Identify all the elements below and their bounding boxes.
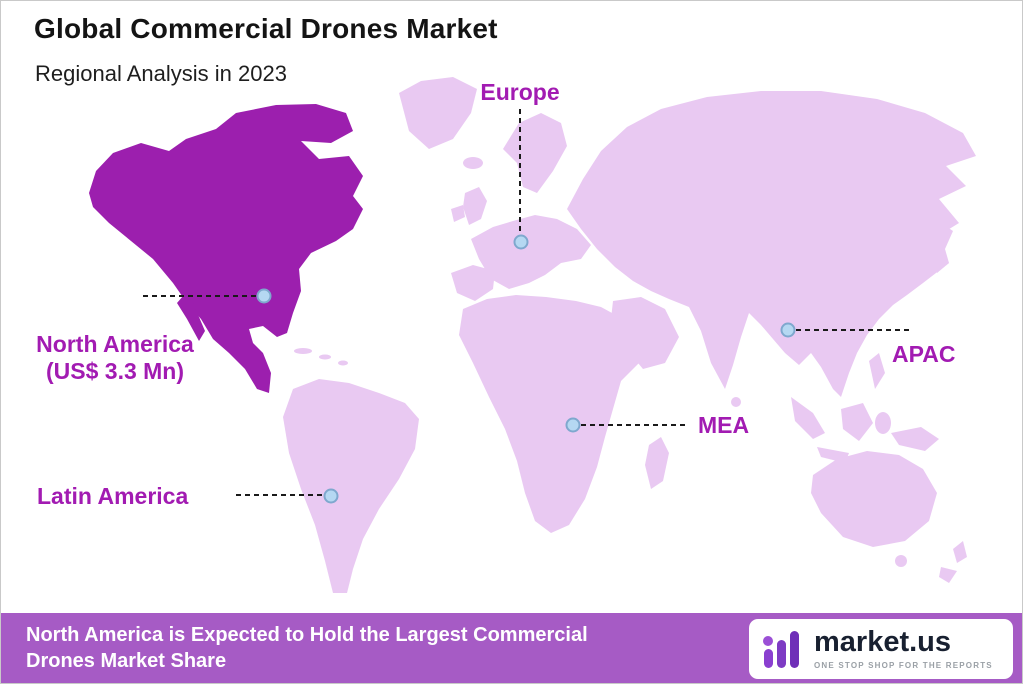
region-label-north-america: North America (US$ 3.3 Mn) <box>9 331 221 385</box>
marker-north-america <box>256 288 272 304</box>
map-south-america <box>283 379 419 593</box>
marketus-logo-name: market.us <box>814 626 952 658</box>
map-new-zealand-south <box>939 567 957 583</box>
region-value-north-america: (US$ 3.3 Mn) <box>45 358 185 385</box>
marketus-logo-tagline: ONE STOP SHOP FOR THE REPORTS <box>814 661 993 670</box>
map-greenland <box>399 77 477 149</box>
marketus-logo: market.us ONE STOP SHOP FOR THE REPORTS <box>749 619 1013 679</box>
map-caribbean-island-3 <box>338 360 348 366</box>
region-label-north-america-name: North America <box>36 331 194 357</box>
marker-mea <box>565 417 581 433</box>
map-sulawesi <box>875 412 891 434</box>
region-label-latin-america: Latin America <box>37 483 189 509</box>
map-madagascar <box>645 437 669 489</box>
map-sumatra <box>791 397 825 439</box>
map-new-zealand-north <box>953 541 967 563</box>
map-japan <box>929 223 953 273</box>
marketus-logo-icon <box>763 631 799 668</box>
map-new-guinea <box>891 427 939 451</box>
map-tasmania <box>895 555 907 567</box>
marker-latin-america <box>323 488 339 504</box>
map-sri-lanka <box>731 397 741 407</box>
map-borneo <box>841 403 873 441</box>
marker-apac <box>780 322 796 338</box>
map-iceland <box>463 157 483 169</box>
footer-headline-line1: North America is Expected to Hold the La… <box>26 624 588 646</box>
marketus-logo-text: market.us ONE STOP SHOP FOR THE REPORTS <box>814 626 993 671</box>
page-subtitle: Regional Analysis in 2023 <box>35 61 287 86</box>
map-arabian-peninsula <box>611 297 679 369</box>
footer-bar: North America is Expected to Hold the La… <box>1 613 1022 683</box>
map-europe-mainland <box>471 215 591 289</box>
map-scandinavia <box>503 113 567 193</box>
map-iberia <box>451 265 495 301</box>
world-map <box>89 77 976 593</box>
map-australia <box>811 451 937 547</box>
map-caribbean-island-1 <box>294 348 312 354</box>
map-africa <box>459 295 656 533</box>
map-north-america-highlight <box>89 104 363 393</box>
page-title: Global Commercial Drones Market <box>34 13 498 44</box>
region-label-apac: APAC <box>892 341 956 367</box>
region-label-europe: Europe <box>480 79 560 105</box>
footer-headline-line2: Drones Market Share <box>26 650 227 672</box>
map-philippines <box>869 353 885 389</box>
region-label-mea: MEA <box>698 412 750 438</box>
map-uk <box>463 187 487 225</box>
map-caribbean-island-2 <box>319 354 331 360</box>
map-ireland <box>451 205 465 222</box>
map-baja-peninsula <box>177 296 205 341</box>
map-asia <box>567 91 976 397</box>
marker-europe <box>513 234 529 250</box>
footer-headline: North America is Expected to Hold the La… <box>26 622 588 674</box>
